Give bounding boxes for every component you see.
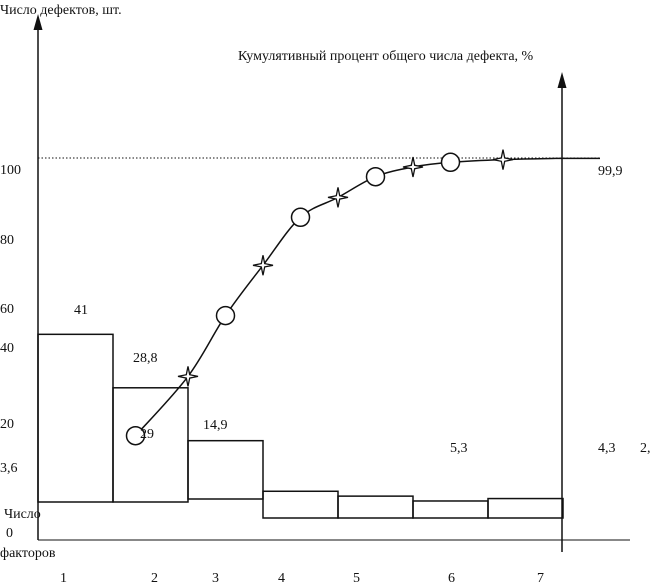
bars	[37, 333, 564, 519]
category-label-7: 7	[537, 571, 544, 584]
curve-point-circle-4	[290, 207, 311, 228]
category-label-6: 6	[448, 571, 455, 584]
right-axis-title: Кумулятивный процент общего числа дефект…	[238, 49, 534, 64]
curve-point-circle-0	[125, 425, 146, 446]
category-label-4: 4	[278, 571, 285, 584]
curve-point-circle-6	[365, 166, 386, 187]
x-axis-title-line2: факторов	[0, 546, 56, 561]
curve-point-star-9	[492, 149, 514, 170]
left-tick-80: 80	[0, 233, 14, 248]
left-tick-40: 40	[0, 341, 14, 356]
category-label-2: 2	[151, 571, 158, 584]
bar-5	[337, 495, 414, 519]
bar-4	[262, 490, 339, 519]
value-label-5-3: 5,3	[450, 441, 468, 456]
value-label-41: 41	[74, 303, 88, 318]
value-label-3-6: 3,6	[0, 461, 18, 476]
value-label-99-9: 99,9	[598, 164, 623, 179]
curve-point-circle-2	[215, 305, 236, 326]
curve-point-star-5	[327, 187, 349, 208]
bar-3	[187, 439, 264, 500]
curve-point-star-3	[252, 255, 274, 276]
x-axis-title-line1: Число	[4, 507, 41, 522]
value-label-29: 29	[140, 427, 154, 442]
left-tick-20: 20	[0, 417, 14, 432]
left-tick-60: 60	[0, 302, 14, 317]
curve-point-star-1	[177, 366, 199, 387]
text-labels: Число дефектов, шт. Кумулятивный процент…	[0, 3, 651, 584]
category-label-3: 3	[212, 571, 219, 584]
bar-6	[412, 500, 489, 519]
bar-7	[487, 497, 564, 519]
curve-point-circle-8	[440, 152, 461, 173]
value-label-4-3: 4,3	[598, 441, 616, 456]
category-label-5: 5	[353, 571, 360, 584]
axes	[33, 14, 630, 552]
value-label-28-8: 28,8	[133, 351, 158, 366]
value-label-2: 2,	[640, 441, 651, 456]
category-label-1: 1	[60, 571, 67, 584]
cumulative-curve	[134, 157, 600, 437]
x-axis-zero: 0	[6, 526, 13, 541]
bar-2	[112, 387, 189, 503]
curve-point-star-7	[402, 156, 424, 178]
y-axis-left-arrow	[33, 14, 43, 30]
bar-1	[37, 333, 114, 503]
y-axis-right-arrow	[557, 72, 567, 88]
left-axis-title: Число дефектов, шт.	[0, 3, 122, 18]
curve-markers	[125, 149, 514, 446]
cumulative-line	[134, 157, 556, 437]
value-label-14-9: 14,9	[203, 418, 228, 433]
left-tick-100: 100	[0, 163, 21, 178]
